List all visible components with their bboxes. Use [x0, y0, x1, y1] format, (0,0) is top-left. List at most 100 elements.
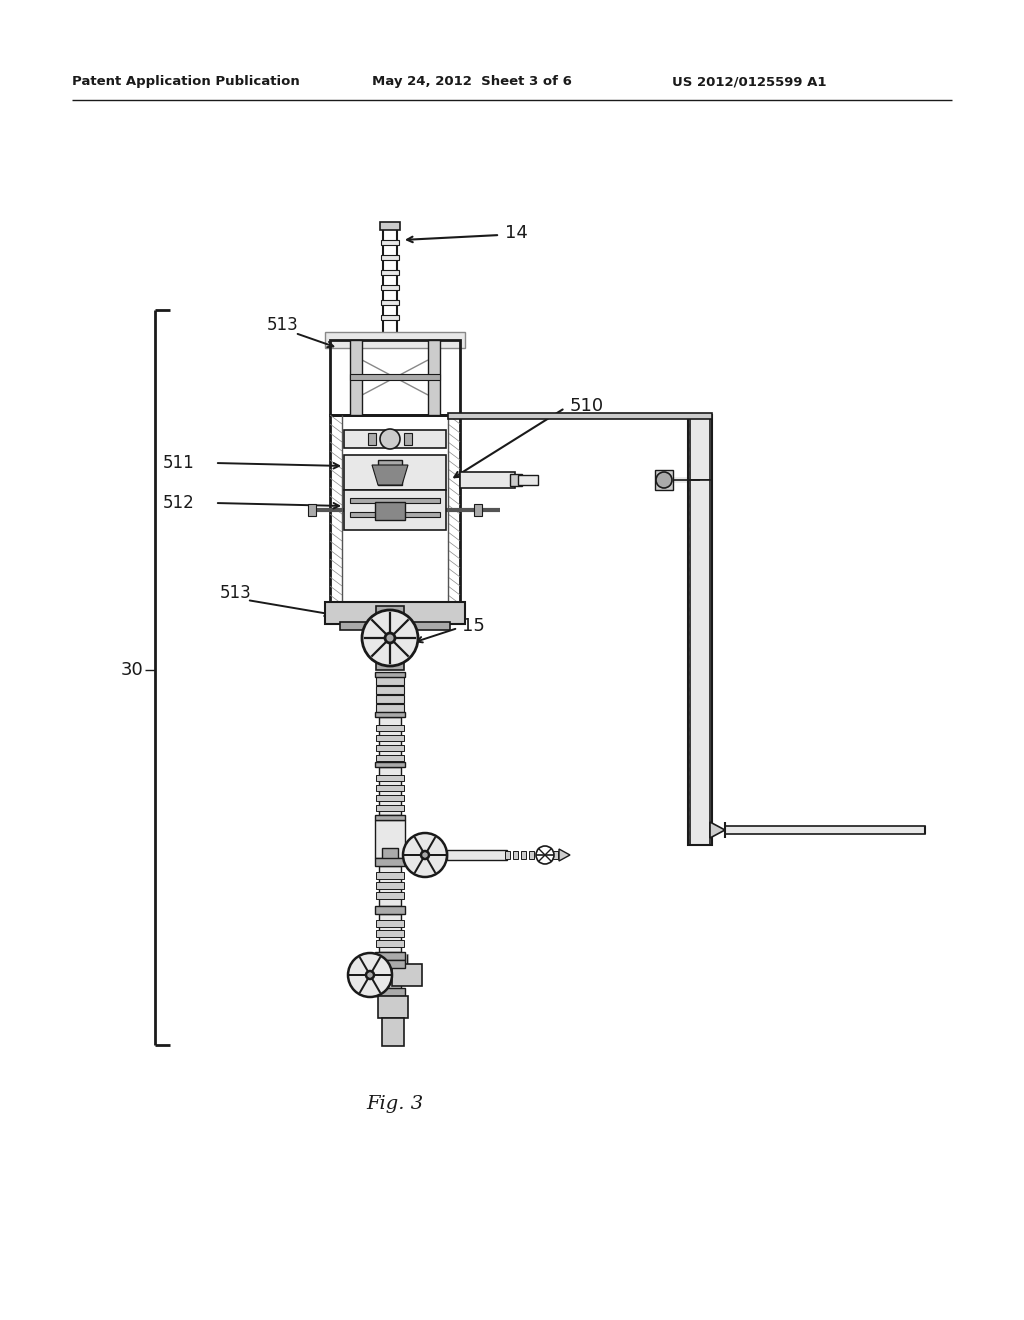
Bar: [378, 997, 408, 1018]
Text: Fig. 3: Fig. 3: [367, 1096, 424, 1113]
Bar: [325, 602, 465, 624]
Bar: [725, 826, 925, 834]
Bar: [375, 952, 406, 960]
Bar: [376, 677, 404, 685]
Bar: [330, 414, 460, 620]
Bar: [376, 920, 404, 927]
Bar: [375, 502, 406, 520]
Bar: [376, 892, 404, 899]
Bar: [376, 704, 404, 711]
Bar: [688, 414, 712, 845]
Bar: [381, 300, 399, 305]
Bar: [368, 433, 376, 445]
Bar: [529, 851, 534, 859]
Bar: [325, 333, 465, 348]
Circle shape: [366, 972, 374, 979]
Bar: [350, 374, 440, 380]
Bar: [521, 851, 526, 859]
Bar: [350, 341, 362, 414]
Bar: [505, 851, 510, 859]
Bar: [449, 413, 712, 418]
Bar: [376, 873, 404, 879]
Text: 513: 513: [220, 583, 252, 602]
Circle shape: [403, 833, 447, 876]
Bar: [376, 686, 404, 694]
Text: 511: 511: [163, 454, 195, 473]
Bar: [380, 222, 400, 230]
Bar: [376, 735, 404, 741]
Circle shape: [385, 634, 395, 643]
Bar: [382, 1018, 404, 1045]
Circle shape: [362, 610, 418, 667]
Polygon shape: [372, 465, 408, 484]
Bar: [392, 964, 422, 986]
Bar: [376, 725, 404, 731]
Bar: [382, 847, 398, 865]
Bar: [510, 474, 522, 486]
Bar: [404, 433, 412, 445]
Bar: [379, 913, 401, 952]
Text: 512: 512: [163, 494, 195, 512]
Text: 14: 14: [505, 224, 528, 242]
Circle shape: [656, 473, 672, 488]
Circle shape: [380, 429, 400, 449]
Bar: [344, 490, 446, 531]
Bar: [655, 470, 673, 490]
Bar: [376, 940, 404, 946]
Bar: [375, 858, 406, 866]
Bar: [553, 851, 558, 859]
Bar: [513, 851, 518, 859]
Text: 510: 510: [570, 397, 604, 414]
Bar: [375, 814, 406, 820]
Bar: [344, 430, 446, 447]
Bar: [376, 744, 404, 751]
Bar: [308, 504, 316, 516]
Bar: [376, 805, 404, 810]
Bar: [545, 851, 550, 859]
Text: Patent Application Publication: Patent Application Publication: [72, 75, 300, 88]
Bar: [428, 341, 440, 414]
Bar: [330, 341, 460, 414]
Text: 15: 15: [462, 616, 485, 635]
Bar: [518, 475, 538, 484]
Bar: [350, 498, 440, 503]
Bar: [376, 663, 404, 671]
Bar: [378, 459, 402, 484]
Bar: [376, 755, 404, 762]
Bar: [376, 606, 404, 614]
Bar: [379, 767, 401, 814]
Bar: [376, 785, 404, 791]
Bar: [460, 473, 515, 488]
Bar: [690, 480, 710, 845]
Bar: [375, 820, 406, 858]
Text: 513: 513: [267, 315, 299, 334]
Bar: [376, 931, 404, 937]
Bar: [350, 512, 440, 517]
Bar: [474, 504, 482, 516]
Bar: [381, 271, 399, 275]
Polygon shape: [710, 822, 725, 838]
Bar: [340, 622, 450, 630]
Bar: [375, 672, 406, 677]
Text: 30: 30: [120, 661, 143, 678]
Circle shape: [348, 953, 392, 997]
Circle shape: [421, 851, 429, 859]
Bar: [381, 315, 399, 319]
Bar: [376, 775, 404, 781]
Bar: [537, 851, 542, 859]
Bar: [375, 987, 406, 997]
Bar: [447, 850, 507, 861]
Bar: [690, 414, 710, 480]
Bar: [379, 717, 401, 762]
Bar: [375, 711, 406, 717]
Bar: [376, 882, 404, 888]
Bar: [381, 285, 399, 290]
Bar: [376, 696, 404, 704]
Bar: [379, 866, 401, 906]
Bar: [375, 762, 406, 767]
Text: US 2012/0125599 A1: US 2012/0125599 A1: [672, 75, 826, 88]
Bar: [375, 960, 406, 968]
Circle shape: [536, 846, 554, 865]
Polygon shape: [559, 849, 570, 861]
Bar: [375, 906, 406, 913]
